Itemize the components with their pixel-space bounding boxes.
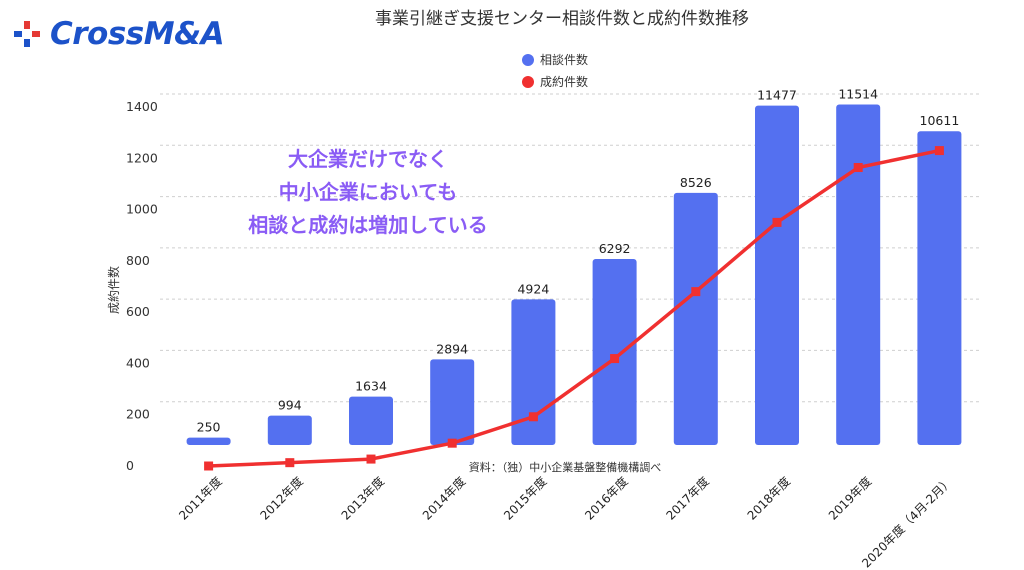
y-tick-label: 1400	[126, 99, 158, 114]
bar	[836, 104, 881, 445]
bar-data-label: 4924	[517, 281, 549, 296]
legend-label-consult: 相談件数	[540, 52, 588, 67]
bar	[267, 415, 312, 445]
y-axis-label: 成約件数	[106, 266, 121, 314]
x-tick-label: 2011年度	[176, 474, 225, 523]
legend-marker-consult	[522, 54, 534, 66]
line-point	[691, 287, 701, 297]
bar	[917, 131, 962, 445]
annotation-line-1: 大企業だけでなく	[288, 147, 448, 171]
bar	[349, 396, 393, 445]
line-point	[772, 217, 782, 227]
bar-data-label: 994	[278, 398, 302, 413]
y-tick-label: 1000	[126, 202, 158, 217]
bar	[673, 192, 718, 445]
crossma-logo: CrossM&A	[12, 12, 225, 56]
bar-data-label: 250	[197, 420, 221, 435]
x-tick-label: 2014年度	[419, 474, 468, 523]
line-point	[934, 146, 944, 156]
bar-series	[186, 104, 962, 445]
bar	[592, 258, 637, 445]
x-axis-ticks: 2011年度 2012年度 2013年度 2014年度 2015年度 2016年度 2017…	[176, 474, 956, 570]
x-tick-label: 2020年度（4月-2月）	[859, 474, 956, 570]
legend-marker-deal	[522, 76, 534, 88]
bar-data-label: 1634	[355, 379, 387, 394]
line-path	[208, 148, 940, 468]
x-tick-label: 2017年度	[663, 474, 712, 523]
source-note: 資料：（独）中小企業基盤整備機構調べ	[469, 460, 662, 474]
y-tick-label: 400	[126, 355, 150, 370]
y-tick-label: 1200	[126, 150, 158, 165]
y-axis-ticks: 0 200 400 600 800 1000 1200 1400	[126, 99, 158, 473]
line-point	[204, 461, 214, 471]
x-tick-label: 2018年度	[744, 474, 793, 523]
cross-icon	[14, 21, 40, 47]
bar-data-label: 2894	[436, 341, 468, 356]
legend-label-deal: 成約件数	[540, 74, 588, 89]
y-tick-label: 800	[126, 253, 150, 268]
annotation-line-2: 中小企業においても	[279, 180, 457, 204]
logo-text: CrossM&A	[50, 16, 225, 52]
y-tick-label: 600	[126, 304, 150, 319]
bar	[430, 359, 475, 445]
legend: 相談件数 成約件数	[522, 52, 588, 89]
bar	[186, 437, 231, 445]
x-tick-label: 2019年度	[825, 474, 874, 523]
chart-title: 事業引継ぎ支援センター相談件数と成約件数推移	[375, 9, 749, 29]
line-point	[366, 454, 376, 464]
bar-data-label: 11514	[838, 87, 878, 102]
y-tick-label: 200	[126, 407, 150, 422]
bar-data-label: 10611	[920, 113, 960, 128]
annotation: 大企業だけでなく 中小企業においても 相談と成約は増加している	[248, 147, 487, 237]
line-series	[204, 146, 944, 471]
line-point	[528, 412, 538, 422]
bar-data-label: 11477	[757, 88, 797, 103]
gridlines	[160, 93, 980, 403]
x-tick-label: 2015年度	[500, 474, 549, 523]
x-tick-label: 2016年度	[582, 474, 631, 523]
annotation-line-3: 相談と成約は増加している	[248, 213, 487, 237]
line-point	[853, 163, 863, 173]
bar-data-label: 8526	[680, 175, 712, 190]
line-point	[447, 438, 457, 448]
line-point	[610, 354, 620, 364]
line-point	[285, 458, 295, 468]
x-tick-label: 2012年度	[257, 474, 306, 523]
y-tick-label: 0	[126, 458, 134, 473]
bar-data-label: 6292	[599, 241, 631, 256]
x-tick-label: 2013年度	[338, 474, 387, 523]
bar	[755, 105, 799, 445]
bar-data-labels: 250 994 1634 2894 4924 6292 8526 11477 11514 1061…	[197, 87, 960, 435]
